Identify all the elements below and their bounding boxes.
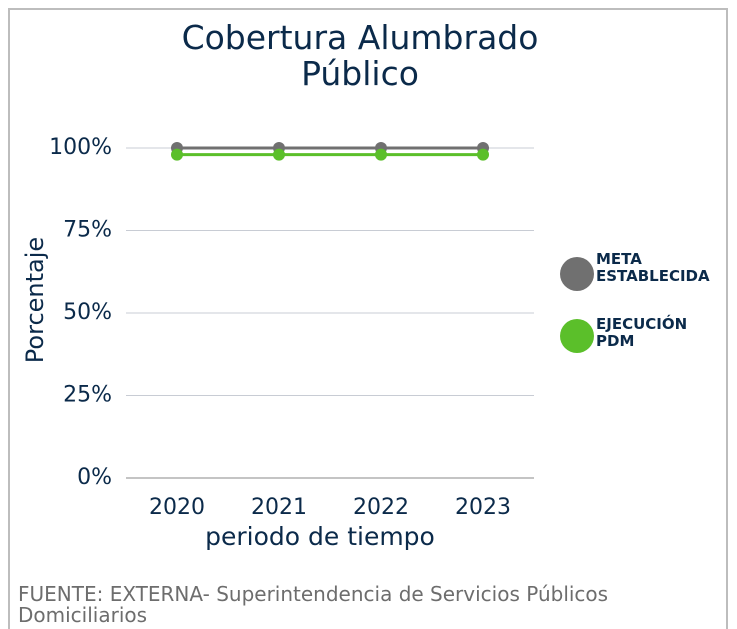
legend-label: EJECUCIÓN PDM bbox=[596, 315, 688, 350]
legend-swatch bbox=[560, 319, 594, 353]
x-axis-label: periodo de tiempo bbox=[205, 522, 435, 551]
legend-label: META ESTABLECIDA bbox=[596, 250, 710, 285]
y-tick-label: 25% bbox=[63, 383, 112, 408]
source-note: FUENTE: EXTERNA- Superintendencia de Ser… bbox=[18, 582, 609, 627]
y-tick-label: 50% bbox=[63, 300, 112, 325]
chart-title: Cobertura Alumbrado Público bbox=[181, 18, 539, 93]
y-axis-label: Porcentaje bbox=[21, 237, 49, 363]
data-point bbox=[375, 148, 387, 161]
y-tick-label: 100% bbox=[49, 135, 112, 160]
data-point bbox=[273, 148, 285, 161]
x-tick-label: 2020 bbox=[149, 495, 205, 520]
frame bbox=[8, 8, 728, 629]
x-tick-label: 2023 bbox=[455, 495, 511, 520]
x-tick-label: 2021 bbox=[251, 495, 307, 520]
legend-swatch bbox=[560, 257, 594, 291]
y-tick-label: 75% bbox=[63, 218, 112, 243]
x-tick-label: 2022 bbox=[353, 495, 409, 520]
data-point bbox=[477, 148, 489, 161]
y-tick-label: 0% bbox=[77, 465, 112, 490]
data-point bbox=[171, 148, 183, 161]
